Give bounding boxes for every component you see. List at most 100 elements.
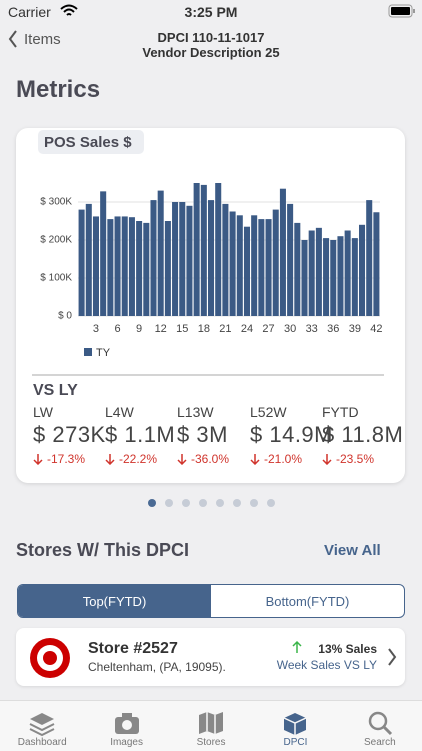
dot[interactable]	[164, 499, 173, 507]
bar	[308, 230, 315, 316]
wifi-icon	[60, 4, 78, 16]
tab-label: Dashboard	[17, 737, 67, 748]
view-all[interactable]: View All	[324, 542, 381, 559]
metric-label: FYTD	[322, 404, 359, 420]
x-tick-label: 3	[93, 323, 99, 335]
dot[interactable]	[249, 499, 258, 507]
store-sub: Week Sales VS LY	[276, 658, 377, 672]
bar	[107, 219, 114, 316]
x-tick-label: 12	[155, 323, 167, 335]
bar	[251, 215, 258, 316]
icon	[284, 713, 307, 735]
target-logo	[30, 638, 70, 678]
store-row[interactable]: Store #2527 Cheltenham, (PA, 19095). 13%…	[16, 628, 405, 686]
tab-dashboard[interactable]: Dashboard	[0, 701, 84, 751]
metric-change-row: -17.3%	[33, 452, 106, 466]
bar	[222, 203, 229, 316]
x-tick-label: 6	[114, 323, 120, 335]
bar	[179, 202, 186, 316]
metric-change: -21.0%	[264, 452, 303, 466]
up-arrow	[292, 640, 302, 653]
x-tick-label: 9	[136, 323, 142, 335]
tab-label: Images	[110, 737, 143, 748]
bar	[157, 190, 164, 316]
chart-title-bg	[38, 130, 144, 154]
bar	[287, 203, 294, 316]
dot[interactable]	[147, 499, 156, 507]
back-label: Items	[24, 30, 61, 48]
icon	[368, 711, 392, 736]
metric-label: LW	[33, 404, 53, 420]
page-dots	[0, 499, 422, 507]
bar	[265, 219, 272, 316]
metric: L52W $ 14.9M -21.0%	[250, 404, 333, 466]
metric-value: $ 1.1M	[105, 422, 176, 447]
segmented-control: Top(FYTD) Bottom(FYTD)	[17, 584, 405, 618]
bar	[373, 212, 380, 316]
chevron	[388, 648, 397, 666]
dot[interactable]	[198, 499, 207, 507]
x-tick-label: 24	[241, 323, 253, 335]
tab-images[interactable]: Images	[84, 701, 168, 751]
bar	[337, 236, 344, 316]
metric-value: $ 11.8M	[322, 422, 404, 447]
bar	[215, 183, 222, 316]
bar	[236, 215, 243, 316]
bar	[200, 184, 207, 316]
bar	[193, 183, 200, 316]
metric-change: -36.0%	[191, 452, 230, 466]
tab-stores[interactable]: Stores	[169, 701, 253, 751]
chart: POS Sales $ VS LY $ 0 $ 100K $ 200K $ 300K 3…	[32, 130, 384, 399]
bar	[258, 219, 265, 316]
store-location: Cheltenham, (PA, 19095).	[88, 660, 226, 674]
bar	[208, 200, 215, 316]
battery-icon	[388, 4, 415, 18]
tab-bottom[interactable]: Bottom(FYTD)	[265, 593, 350, 609]
y-tick-label: $ 0	[58, 311, 72, 322]
tab-dpci[interactable]: DPCI	[253, 701, 337, 751]
bar	[272, 209, 279, 316]
time: 3:25 PM	[184, 4, 238, 20]
icon	[199, 712, 224, 734]
y-tick-label: $ 100K	[40, 273, 72, 284]
tab-label: DPCI	[283, 737, 308, 748]
chart-title: POS Sales $	[44, 134, 132, 151]
dot[interactable]	[266, 499, 275, 507]
x-tick-label: 27	[262, 323, 274, 335]
x-tick-label: 33	[306, 323, 318, 335]
dot[interactable]	[215, 499, 224, 507]
bar	[100, 191, 107, 316]
metric-change-row: -21.0%	[250, 452, 333, 466]
y-tick-label: $ 300K	[40, 197, 72, 208]
legend-label: TY	[96, 347, 111, 359]
nav-bar: Items DPCI 110-11-1017 Vendor Descriptio…	[0, 24, 422, 68]
tab-search[interactable]: Search	[338, 701, 422, 751]
bar	[186, 205, 193, 316]
tab-top[interactable]: Top(FYTD)	[18, 585, 211, 617]
bar	[359, 224, 366, 316]
nav-subtitle: Vendor Description 25	[142, 45, 280, 60]
down-arrow	[250, 454, 260, 465]
metric-change: -17.3%	[47, 452, 86, 466]
store-name: Store #2527	[88, 640, 178, 657]
metric: L13W $ 3M -36.0%	[177, 404, 229, 466]
stores-title: Stores W/ This DPCI	[16, 540, 190, 560]
bar	[351, 238, 358, 316]
x-tick-label: 39	[349, 323, 361, 335]
carrier: Carrier	[8, 4, 51, 20]
metric-value: $ 14.9M	[250, 422, 333, 447]
tab-bar: Dashboard Images Stores DPCI Search	[0, 700, 422, 751]
back-button[interactable]: Items	[8, 30, 61, 48]
nav-title: DPCI 110-11-1017	[157, 30, 265, 45]
bar	[136, 221, 143, 316]
dot[interactable]	[232, 499, 241, 507]
bar	[294, 222, 301, 316]
metric-label: L13W	[177, 404, 214, 420]
metric-change-row: -22.2%	[105, 452, 175, 466]
metric-change-row: -23.5%	[322, 452, 403, 466]
down-arrow	[33, 454, 43, 465]
dot[interactable]	[181, 499, 190, 507]
x-tick-label: 30	[284, 323, 296, 335]
bar	[164, 221, 171, 316]
bar	[243, 226, 250, 316]
